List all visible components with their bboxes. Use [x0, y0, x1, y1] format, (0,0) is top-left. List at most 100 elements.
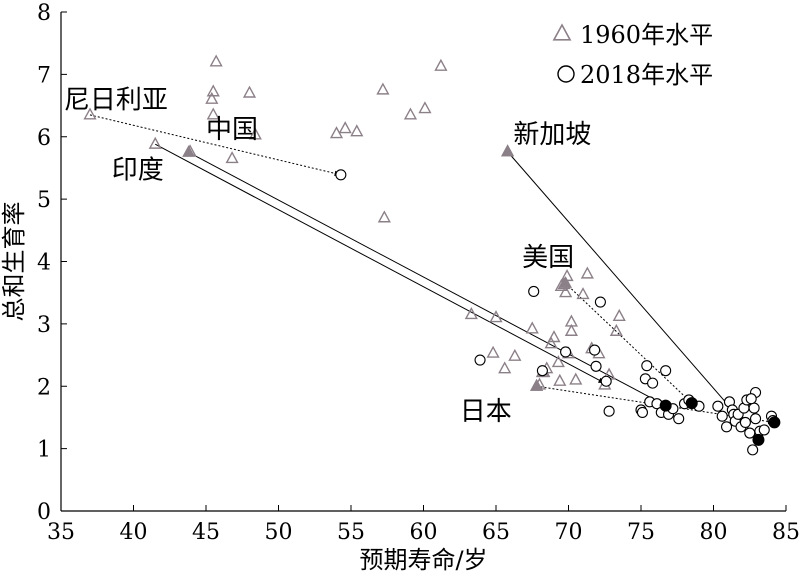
point-2018	[636, 406, 649, 418]
point-1960	[403, 107, 418, 120]
country-annotation: 新加坡	[513, 120, 591, 150]
point-2018	[739, 416, 751, 428]
point-2018	[720, 421, 733, 433]
trend-arrow	[565, 282, 693, 404]
x-tick-label: 65	[482, 520, 510, 545]
point-1960	[508, 348, 522, 361]
highlight-1960-point	[530, 378, 544, 391]
x-tick-label: 55	[337, 520, 365, 545]
point-1960	[551, 355, 565, 368]
x-tick-label: 45	[192, 520, 220, 545]
point-2018	[673, 413, 685, 425]
point-1960	[547, 330, 561, 343]
point-1960	[498, 361, 512, 374]
highlight-2018-point	[752, 433, 765, 446]
legend-label-2018: 2018年水平	[580, 61, 713, 89]
point-1960	[209, 54, 223, 67]
point-1960	[338, 121, 352, 134]
highlight-1960-point	[501, 144, 515, 157]
highlight-2018-point	[659, 399, 672, 412]
legend-circle-icon	[557, 65, 575, 83]
x-tick-label: 40	[120, 520, 148, 545]
point-1960	[242, 85, 257, 98]
point-2018	[747, 444, 759, 456]
point-1960	[553, 373, 567, 386]
point-2018	[603, 405, 615, 417]
point-2018	[594, 296, 606, 308]
x-tick-label: 80	[700, 520, 728, 545]
point-2018	[641, 360, 653, 372]
y-tick-label: 0	[37, 500, 51, 525]
point-1960	[248, 127, 262, 140]
point-2018	[590, 360, 602, 372]
point-2018	[712, 400, 724, 412]
highlight-1960-point	[182, 145, 196, 157]
legend: 1960年水平 2018年水平	[552, 21, 713, 89]
point-2018	[758, 424, 770, 436]
point-2018	[748, 402, 760, 414]
point-2018	[335, 169, 347, 181]
point-1960	[486, 345, 500, 358]
y-tick-label: 4	[37, 251, 51, 276]
point-1960	[525, 321, 539, 334]
point-2018	[474, 354, 486, 366]
country-annotation: 中国	[206, 115, 258, 145]
y-tick-label: 3	[37, 313, 51, 338]
point-1960	[206, 84, 220, 97]
point-2018	[660, 365, 672, 377]
x-tick-label: 60	[410, 520, 438, 545]
y-axis-title: 总和生育率	[0, 202, 28, 322]
point-1960	[559, 285, 573, 298]
point-1960	[612, 308, 626, 321]
point-1960	[418, 101, 432, 114]
y-tick-label: 5	[37, 188, 51, 213]
highlight-1960-point	[559, 276, 573, 288]
point-1960	[569, 372, 583, 385]
point-2018	[589, 344, 601, 356]
highlight-2018-point	[768, 416, 781, 429]
point-2018	[560, 346, 572, 358]
country-annotation: 美国	[522, 243, 574, 273]
x-tick-label: 85	[772, 520, 800, 545]
arrows-layer	[89, 114, 776, 441]
legend-label-1960: 1960年水平	[580, 21, 713, 49]
trend-arrow	[89, 114, 342, 177]
point-2018	[600, 375, 612, 387]
point-1960	[609, 323, 623, 336]
point-1960	[376, 82, 390, 95]
point-2018	[744, 427, 756, 439]
data-points-layer	[83, 54, 781, 456]
y-tick-label: 6	[37, 126, 51, 151]
country-annotation: 日本	[460, 397, 512, 427]
point-1960	[580, 266, 594, 279]
point-2018	[749, 413, 762, 425]
x-tick-label: 70	[555, 520, 583, 545]
point-1960	[564, 323, 578, 336]
point-1960	[205, 91, 219, 104]
point-1960	[377, 210, 391, 223]
point-1960	[83, 107, 97, 120]
country-annotation: 印度	[112, 156, 164, 186]
point-2018	[647, 377, 659, 389]
trend-arrow	[155, 143, 606, 384]
point-1960	[576, 287, 590, 300]
x-tick-label: 75	[627, 520, 655, 545]
y-tick-label: 7	[37, 63, 51, 88]
y-tick-label: 2	[37, 375, 51, 400]
point-2018	[528, 285, 540, 297]
point-2018	[716, 410, 728, 422]
highlight-2018-point	[685, 397, 698, 410]
point-1960	[206, 107, 220, 120]
point-1960	[148, 136, 162, 149]
point-2018	[536, 365, 548, 377]
x-tick-label: 50	[265, 520, 293, 545]
legend-triangle-icon	[552, 23, 572, 41]
y-tick-label: 8	[37, 1, 51, 26]
point-1960	[489, 310, 503, 323]
trend-arrow	[507, 151, 759, 441]
point-1960	[544, 336, 558, 349]
y-tick-label: 1	[37, 438, 51, 463]
